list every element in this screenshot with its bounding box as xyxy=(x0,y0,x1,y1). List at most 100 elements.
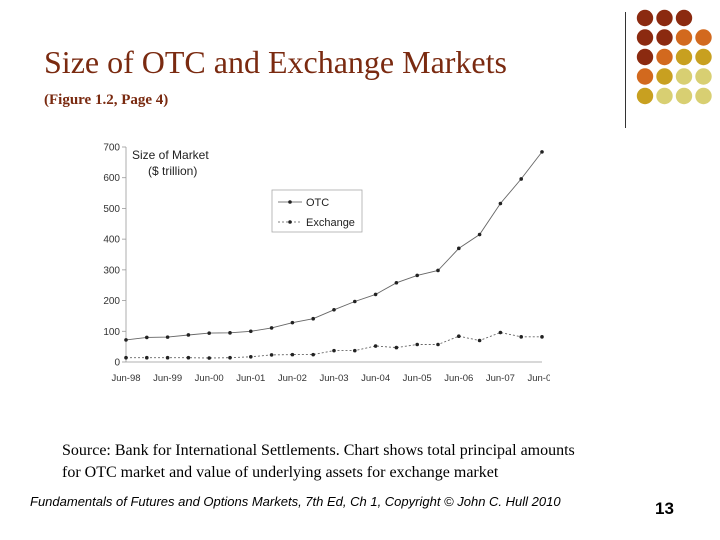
data-point-exchange xyxy=(477,338,482,343)
decor-dot xyxy=(675,29,693,46)
x-tick-label: Jun-03 xyxy=(319,373,348,384)
x-tick-label: Jun-00 xyxy=(195,373,224,384)
data-point-exchange xyxy=(311,352,315,357)
y-tick-label: 400 xyxy=(103,235,120,246)
title-divider xyxy=(625,12,626,128)
page-number: 13 xyxy=(655,499,674,518)
data-point-otc xyxy=(228,331,232,335)
data-point-exchange xyxy=(269,353,274,357)
source-note: Source: Bank for International Settlemen… xyxy=(62,440,662,484)
data-point-otc xyxy=(165,335,170,339)
decor-dot xyxy=(636,9,654,27)
data-point-exchange xyxy=(124,355,128,360)
slide-subtitle: (Figure 1.2, Page 4) xyxy=(44,92,169,108)
data-point-otc xyxy=(249,329,253,334)
data-point-exchange xyxy=(228,355,232,360)
decor-dot xyxy=(695,87,712,105)
x-tick-label: Jun-07 xyxy=(486,373,515,384)
decor-dot xyxy=(656,87,673,105)
data-point-exchange xyxy=(145,355,149,360)
decor-dot xyxy=(656,29,673,46)
decor-dot xyxy=(695,68,712,85)
data-point-exchange xyxy=(373,344,378,348)
legend-box xyxy=(271,189,363,233)
decor-dot xyxy=(636,87,654,105)
y-tick-label: 600 xyxy=(103,173,120,184)
decor-dot xyxy=(695,29,712,46)
data-point-otc xyxy=(540,150,544,154)
y-tick-label: 0 xyxy=(114,358,120,369)
y-tick-label: 500 xyxy=(103,204,120,215)
data-point-otc xyxy=(186,333,191,337)
decorative-dot-grid xyxy=(636,9,712,105)
decor-dot xyxy=(656,68,673,85)
market-size-chart: 0 100 200 300 400 500 600 700 Jun-98 Jun-99 Jun-0… xyxy=(103,143,550,385)
data-point-otc xyxy=(290,320,295,325)
data-point-otc xyxy=(498,201,503,206)
x-tick-label: Jun-05 xyxy=(403,373,432,384)
x-tick-label: Jun-99 xyxy=(153,373,182,384)
data-point-otc xyxy=(332,307,336,312)
data-point-otc xyxy=(207,331,211,335)
data-point-exchange xyxy=(353,348,357,353)
data-point-otc xyxy=(477,232,482,237)
data-point-otc xyxy=(353,299,357,304)
source-line-2: for OTC market and value of underlying a… xyxy=(62,464,499,481)
legend-marker-otc xyxy=(288,200,292,204)
x-tick-label: Jun-01 xyxy=(236,373,265,384)
data-point-exchange xyxy=(436,342,440,347)
decor-dot xyxy=(656,48,673,66)
decor-dot xyxy=(636,68,654,85)
data-point-exchange xyxy=(332,348,336,353)
legend-label-otc: OTC xyxy=(306,197,329,209)
data-point-otc xyxy=(457,246,461,251)
data-point-otc xyxy=(436,268,440,273)
y-tick-label: 100 xyxy=(103,327,120,338)
chart-legend: OTC Exchange xyxy=(271,189,363,233)
legend-label-exchange: Exchange xyxy=(306,217,355,229)
data-point-exchange xyxy=(290,352,295,357)
decor-dot xyxy=(675,87,693,105)
data-point-exchange xyxy=(165,355,170,360)
legend-marker-exchange xyxy=(288,220,292,224)
y-tick-label: 700 xyxy=(103,143,120,154)
x-tick-label: Jun-98 xyxy=(111,373,140,384)
x-tick-label: Jun-02 xyxy=(278,373,307,384)
data-point-otc xyxy=(269,326,274,330)
series-line-otc xyxy=(125,151,543,341)
data-point-exchange xyxy=(519,335,523,339)
data-point-exchange xyxy=(415,342,420,347)
x-axis: Jun-98 Jun-99 Jun-00 Jun-01 Jun-02 Jun-03 Jun-… xyxy=(111,361,550,384)
series-layer xyxy=(124,150,544,360)
decor-dot xyxy=(675,9,693,27)
data-point-exchange xyxy=(498,330,503,335)
y-tick-label: 300 xyxy=(103,265,120,276)
x-tick-label: Jun-08 xyxy=(527,373,550,384)
slide-title: Size of OTC and Exchange Markets xyxy=(44,44,507,80)
chart-subtitle: ($ trillion) xyxy=(148,164,197,178)
data-point-exchange xyxy=(207,356,211,360)
decor-dot xyxy=(636,29,654,46)
data-point-otc xyxy=(124,338,128,342)
data-point-otc xyxy=(394,280,399,285)
data-point-otc xyxy=(415,273,420,278)
decor-dot xyxy=(695,48,712,66)
data-point-exchange xyxy=(186,355,191,360)
decor-dot xyxy=(675,48,693,66)
data-point-exchange xyxy=(457,334,461,338)
data-point-exchange xyxy=(540,335,544,339)
source-line-1: Source: Bank for International Settlemen… xyxy=(62,442,575,459)
data-point-otc xyxy=(373,292,378,297)
decor-dot xyxy=(675,68,693,85)
y-axis: 0 100 200 300 400 500 600 700 xyxy=(103,143,127,369)
data-point-otc xyxy=(311,316,315,321)
x-tick-label: Jun-06 xyxy=(444,373,473,384)
decor-dot xyxy=(656,9,673,27)
chart-title: Size of Market xyxy=(132,148,209,162)
y-tick-label: 200 xyxy=(103,296,120,307)
data-point-exchange xyxy=(249,354,253,359)
data-point-otc xyxy=(145,335,149,340)
footer-copyright: Fundamentals of Futures and Options Mark… xyxy=(30,494,561,509)
x-tick-label: Jun-04 xyxy=(361,373,390,384)
data-point-exchange xyxy=(394,345,399,350)
